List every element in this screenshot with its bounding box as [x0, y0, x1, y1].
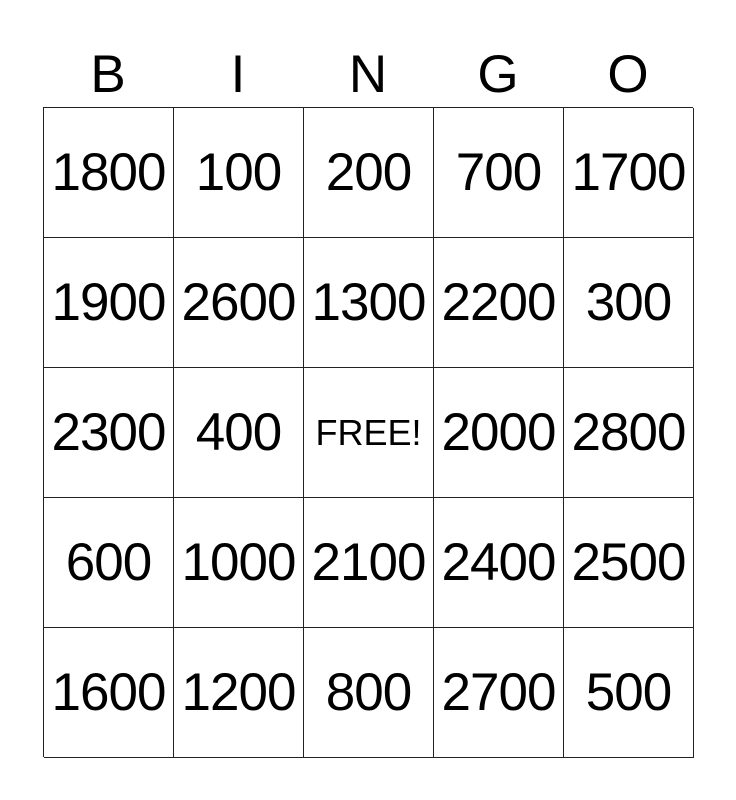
bingo-cell[interactable]: 700: [434, 108, 564, 238]
bingo-cell[interactable]: 2400: [434, 498, 564, 628]
bingo-cell[interactable]: 2500: [564, 498, 694, 628]
bingo-cell[interactable]: 1200: [174, 628, 304, 758]
bingo-cell[interactable]: 2800: [564, 368, 694, 498]
bingo-cell[interactable]: 2200: [434, 238, 564, 368]
bingo-cell[interactable]: 200: [304, 108, 434, 238]
bingo-cell[interactable]: 300: [564, 238, 694, 368]
bingo-cell[interactable]: 1300: [304, 238, 434, 368]
bingo-cell[interactable]: 2100: [304, 498, 434, 628]
bingo-cell[interactable]: 1000: [174, 498, 304, 628]
header-letter-i: I: [230, 45, 246, 104]
bingo-cell[interactable]: 400: [174, 368, 304, 498]
bingo-cell[interactable]: 2700: [434, 628, 564, 758]
bingo-cell[interactable]: 1600: [44, 628, 174, 758]
bingo-grid: 1800 100 200 700 1700 1900 2600 1300 2200 300 2300…: [43, 107, 694, 758]
bingo-cell[interactable]: 100: [174, 108, 304, 238]
bingo-cell[interactable]: 2600: [174, 238, 304, 368]
bingo-header: B I N G O: [43, 42, 693, 107]
free-space-cell[interactable]: FREE!: [304, 368, 434, 498]
bingo-cell[interactable]: 2300: [44, 368, 174, 498]
header-letter-n: N: [348, 45, 388, 104]
header-letter-g: G: [477, 45, 519, 104]
bingo-cell[interactable]: 1800: [44, 108, 174, 238]
bingo-cell[interactable]: 2000: [434, 368, 564, 498]
bingo-cell[interactable]: 800: [304, 628, 434, 758]
bingo-cell[interactable]: 1700: [564, 108, 694, 238]
bingo-cell[interactable]: 600: [44, 498, 174, 628]
header-letter-b: B: [90, 45, 126, 104]
bingo-cell[interactable]: 1900: [44, 238, 174, 368]
header-letter-o: O: [607, 45, 649, 104]
bingo-cell[interactable]: 500: [564, 628, 694, 758]
